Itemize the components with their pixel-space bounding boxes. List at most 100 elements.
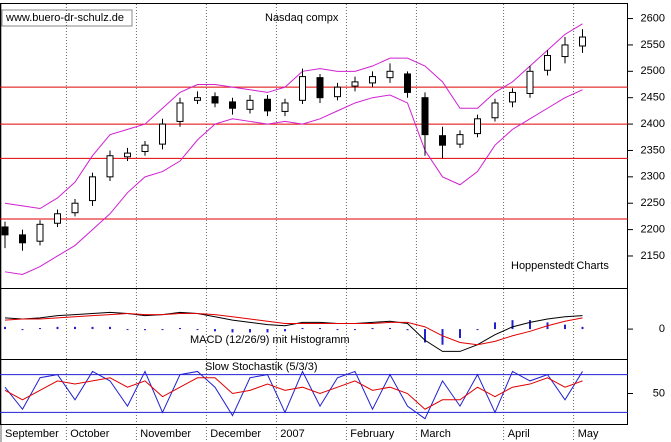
histogram-bar: [196, 329, 199, 331]
candle-body: [176, 102, 184, 122]
stoch-line: [4, 370, 583, 420]
x-tick-label: 2007: [280, 428, 304, 440]
candle-body: [456, 134, 464, 145]
chart-title: Nasdaq compx: [265, 12, 339, 24]
histogram-bar: [249, 329, 251, 333]
frame: [0, 3, 628, 425]
macd-line: [4, 311, 583, 352]
histogram-bar: [511, 320, 514, 330]
histogram-bar: [319, 327, 321, 330]
y-tick-label: 2150: [641, 250, 665, 262]
macd-title: MACD (12/26/9) mit Histogramm: [190, 334, 350, 346]
x-tick-label: April: [508, 428, 530, 440]
candle-body: [159, 123, 166, 145]
x-tick-label: March: [420, 428, 451, 440]
candle-body: [334, 86, 341, 98]
y-tick-label: 2600: [641, 12, 665, 24]
histogram-bar: [21, 329, 24, 331]
histogram-bar: [179, 327, 181, 330]
histogram-bar: [56, 326, 59, 330]
histogram-bar: [424, 329, 426, 343]
candle-body: [509, 91, 516, 103]
candle-body: [246, 99, 254, 110]
y-tick-label: 2400: [641, 118, 665, 130]
y-tick-label: 2450: [641, 92, 665, 104]
candle-body: [1, 226, 9, 236]
histogram-bar: [4, 326, 6, 330]
candle-body: [54, 213, 61, 224]
histogram-bar: [284, 329, 286, 332]
histogram-bar: [336, 329, 339, 331]
candle-body: [211, 96, 219, 104]
histogram-bar: [529, 320, 531, 330]
candle-body: [474, 118, 481, 135]
x-tick-label: May: [578, 428, 599, 440]
candle-body: [316, 77, 324, 99]
histogram-bar: [74, 326, 76, 330]
y-tick-label: 2350: [641, 144, 665, 156]
candle-body: [229, 101, 236, 109]
y-tick-label: 2550: [641, 39, 665, 51]
candle-body: [299, 76, 306, 101]
histogram-bar: [354, 329, 356, 331]
histogram-bar: [266, 329, 269, 333]
histogram-bar: [91, 326, 94, 330]
candle-body: [106, 155, 114, 178]
histogram-bar: [371, 327, 374, 330]
band-line: [4, 23, 583, 210]
histogram-bar: [214, 329, 216, 332]
candle-body: [579, 36, 586, 47]
candle-body: [71, 202, 79, 214]
candle-body: [141, 144, 149, 153]
x-tick-label: December: [210, 428, 261, 440]
band-line: [4, 89, 583, 275]
candle-body: [526, 70, 534, 94]
histogram-bar: [301, 327, 304, 330]
y-tick-label: 2300: [641, 171, 665, 183]
candle-body: [561, 44, 569, 58]
candle-body: [124, 152, 131, 158]
candle-body: [386, 70, 394, 79]
candle-body: [281, 102, 289, 112]
x-tick-label: November: [140, 428, 191, 440]
histogram-bar: [161, 329, 164, 331]
candle-body: [404, 73, 411, 93]
histogram-bar: [476, 329, 479, 331]
macd-line: [4, 312, 583, 346]
y-tick-label: 2500: [641, 65, 665, 77]
histogram-bar: [231, 329, 234, 333]
histogram-bar: [389, 327, 391, 330]
candle-body: [36, 223, 44, 242]
candle-body: [351, 81, 359, 87]
y-tick-label: 2200: [641, 224, 665, 236]
histogram-bar: [144, 329, 146, 331]
histogram-bar: [459, 329, 461, 339]
candle-body: [89, 176, 96, 202]
x-tick-label: October: [70, 428, 109, 440]
histogram-bar: [39, 327, 41, 330]
stoch-line: [4, 377, 583, 410]
histogram-bar: [441, 329, 444, 345]
candle-body: [369, 76, 376, 84]
y-tick-label: 0: [659, 323, 665, 335]
candle-body: [491, 102, 499, 119]
candle-body: [544, 54, 551, 71]
x-tick-label: February: [350, 428, 395, 440]
histogram-bar: [109, 326, 111, 330]
histogram-bar: [126, 329, 129, 331]
credit: Hoppenstedt Charts: [511, 260, 609, 272]
y-tick-label: 2250: [641, 197, 665, 209]
source-box: [1, 9, 133, 27]
histogram-bar: [581, 326, 584, 330]
candle-body: [19, 234, 26, 244]
histogram-bar: [494, 322, 496, 330]
stoch-title: Slow Stochastik (5/3/3): [205, 361, 318, 373]
candle-body: [439, 135, 446, 146]
histogram-bar: [564, 324, 566, 330]
candle-body: [264, 98, 271, 112]
histogram-bar: [406, 329, 409, 331]
source: www.buero-dr-schulz.de: [5, 12, 124, 24]
candle-body: [194, 97, 201, 101]
